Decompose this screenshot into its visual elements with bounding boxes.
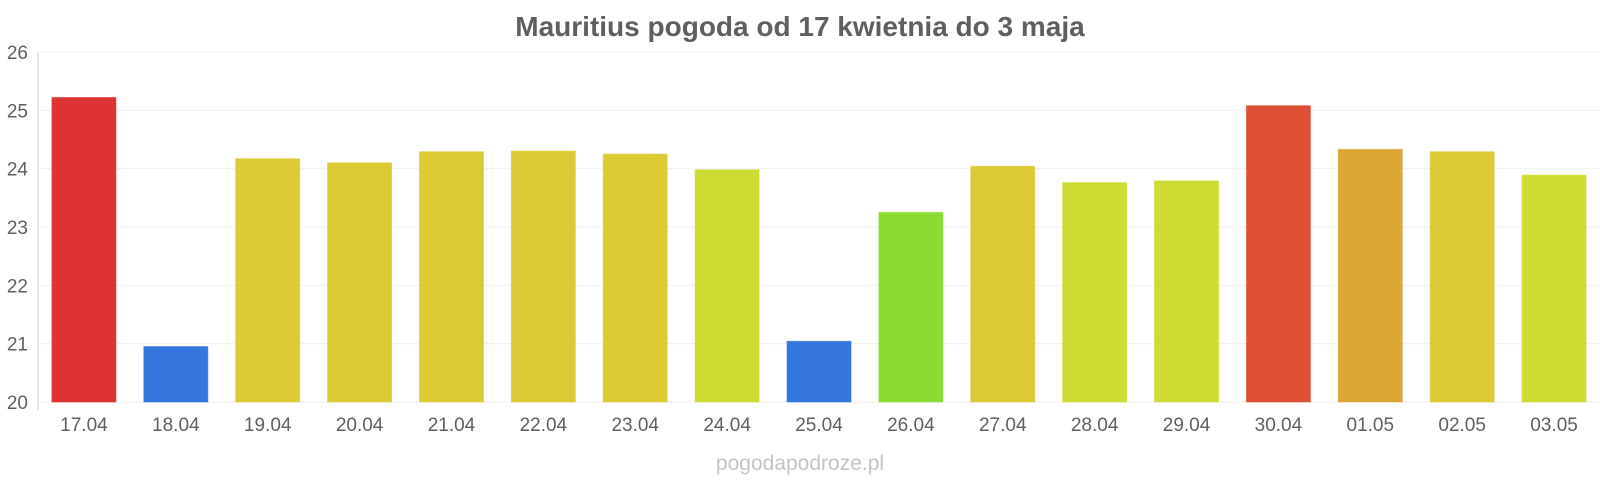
x-tick-label: 19.04 — [244, 415, 292, 436]
y-tick-label: 22 — [7, 276, 28, 297]
bar-02.05[interactable] — [1429, 151, 1495, 403]
bar-27.04[interactable] — [970, 165, 1036, 403]
bar-26.04[interactable] — [878, 211, 944, 403]
x-tick-label: 30.04 — [1255, 415, 1303, 436]
bar-18.04[interactable] — [143, 346, 209, 403]
y-tick-label: 24 — [7, 160, 29, 181]
bar-24.04[interactable] — [694, 169, 760, 403]
bar-03.05[interactable] — [1521, 174, 1587, 403]
bar-28.04[interactable] — [1062, 182, 1128, 403]
x-tick-label: 18.04 — [152, 415, 200, 436]
y-tick-label: 20 — [7, 393, 28, 414]
x-tick-label: 03.05 — [1530, 415, 1578, 436]
x-tick-label: 24.04 — [703, 415, 751, 436]
bar-22.04[interactable] — [510, 150, 576, 403]
bar-29.04[interactable] — [1154, 180, 1220, 403]
y-tick-label: 21 — [7, 335, 28, 356]
x-tick-label: 02.05 — [1438, 415, 1486, 436]
chart-title: Mauritius pogoda od 17 kwietnia do 3 maj… — [515, 11, 1085, 42]
x-tick-label: 29.04 — [1163, 415, 1211, 436]
bar-19.04[interactable] — [235, 158, 301, 403]
bar-20.04[interactable] — [327, 162, 393, 403]
x-tick-label: 17.04 — [60, 415, 108, 436]
x-tick-label: 26.04 — [887, 415, 935, 436]
bar-21.04[interactable] — [418, 151, 484, 403]
bar-17.04[interactable] — [51, 97, 117, 403]
y-tick-label: 26 — [7, 43, 28, 64]
y-tick-label: 25 — [7, 101, 28, 122]
x-tick-label: 01.05 — [1347, 415, 1395, 436]
y-tick-label: 23 — [7, 218, 28, 239]
x-tick-label: 21.04 — [428, 415, 476, 436]
bar-23.04[interactable] — [602, 153, 668, 403]
x-tick-label: 20.04 — [336, 415, 384, 436]
x-tick-label: 22.04 — [520, 415, 568, 436]
watermark-text: pogodapodroze.pl — [716, 452, 884, 475]
x-tick-label: 28.04 — [1071, 415, 1119, 436]
y-axis-ticks: 20 21 22 23 24 25 26 — [7, 43, 29, 414]
x-tick-label: 23.04 — [611, 415, 659, 436]
bars — [51, 97, 1587, 403]
x-axis-ticks: 17.04 18.04 19.04 20.04 21.04 22.04 23.04 24.04… — [60, 415, 1578, 436]
bar-01.05[interactable] — [1337, 148, 1403, 403]
bar-25.04[interactable] — [786, 340, 852, 403]
x-tick-label: 25.04 — [795, 415, 843, 436]
bar-30.04[interactable] — [1245, 105, 1311, 403]
x-tick-label: 27.04 — [979, 415, 1027, 436]
